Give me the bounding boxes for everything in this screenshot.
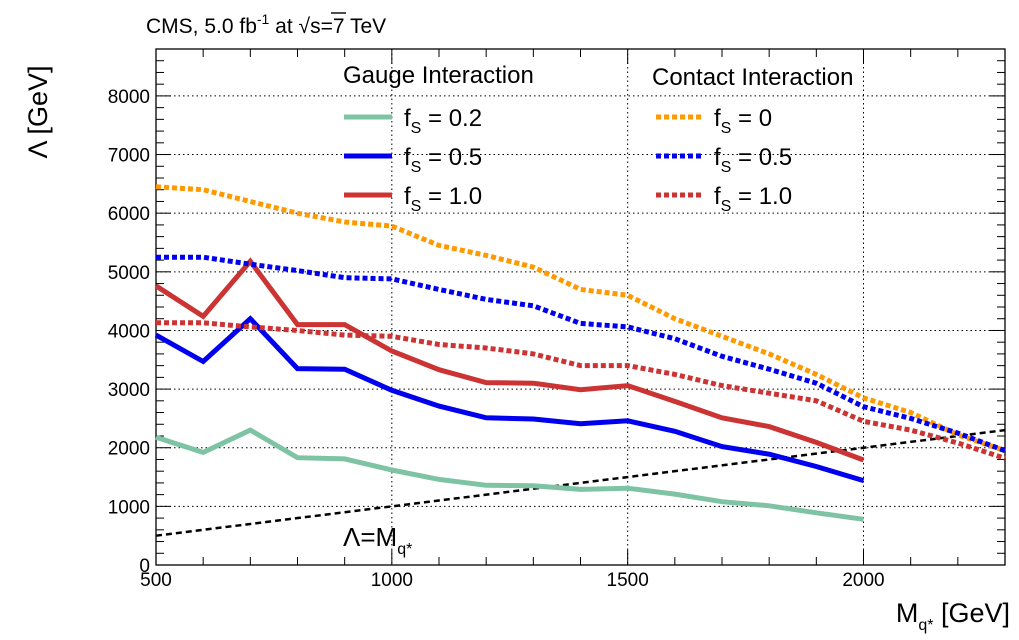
legend-label-contact-0: fS = 0 [714, 105, 772, 137]
y-tick-label: 7000 [108, 146, 150, 167]
series-lines [154, 184, 1006, 537]
y-tick-label: 5000 [108, 263, 150, 284]
series-line-gauge-1 [154, 315, 865, 483]
series-line-contact-5 [156, 320, 1006, 461]
legend-title-contact: Contact Interaction [652, 64, 853, 91]
header-mid: at [269, 15, 298, 38]
reference-subscript: q* [397, 541, 412, 558]
y-tick-label: 8000 [108, 87, 150, 108]
y-tick-label: 0 [139, 556, 150, 577]
legend-label-gauge-1: fS = 0.5 [404, 144, 482, 176]
header-lumi-exponent: -1 [257, 11, 270, 27]
reference-line-label: Λ=Mq* [343, 522, 412, 558]
legend-label-contact-2: fS = 1.0 [714, 183, 792, 215]
experiment-header: CMS, 5.0 fb-1 at √s=7 TeV [146, 11, 386, 38]
y-tick-label: 1000 [108, 497, 150, 518]
y-tick-label: 4000 [108, 321, 150, 342]
x-tick-label: 500 [140, 570, 172, 591]
series-line-contact-4 [156, 254, 1006, 454]
series-line-gauge-2 [154, 257, 865, 463]
legend-label-contact-1: fS = 0.5 [714, 144, 792, 176]
x-tick-label: 2000 [842, 570, 884, 591]
reference-lambda-text: Λ=M [343, 522, 397, 552]
y-tick-label: 6000 [108, 204, 150, 225]
reference-line [155, 428, 1006, 537]
legend-title-gauge: Gauge Interaction [343, 62, 534, 89]
y-tick-label: 3000 [108, 380, 150, 401]
axis-ticks: 500 1000 1500 2000 0 1000 2000 3000 4000 5000 6000… [108, 48, 1006, 591]
series-line-gauge-0 [155, 427, 864, 522]
x-axis-title: Mq* [GeV] [896, 598, 1010, 634]
legend: Gauge Interaction Contact Interaction fS =… [343, 62, 853, 215]
y-tick-label: 2000 [108, 439, 150, 460]
x-axis-unit: [GeV] [933, 598, 1010, 628]
x-tick-label: 1000 [371, 570, 413, 591]
sqrt-glyph: √ [299, 15, 311, 38]
x-axis-symbol: M [896, 598, 919, 628]
x-axis-subscript: q* [918, 617, 933, 634]
x-tick-label: 1500 [607, 570, 649, 591]
y-axis-title: Λ [GeV] [23, 65, 53, 158]
legend-label-gauge-2: fS = 1.0 [404, 183, 482, 215]
legend-label-gauge-0: fS = 0.2 [404, 105, 482, 137]
series-line-contact-3 [155, 184, 1006, 454]
header-prefix: CMS, 5.0 fb [146, 15, 257, 38]
header-energy: s=7 TeV [310, 15, 386, 38]
